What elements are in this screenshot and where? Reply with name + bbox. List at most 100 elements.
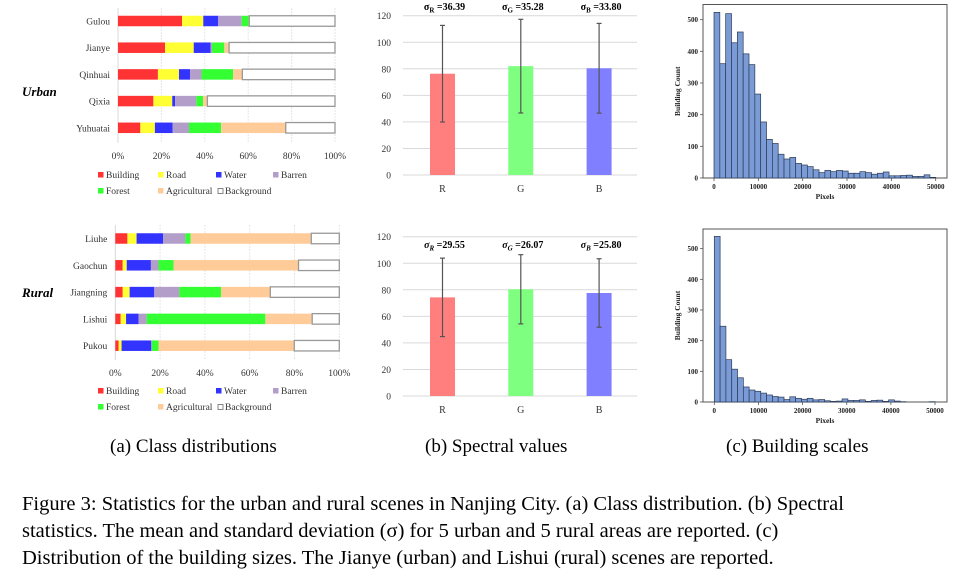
std-label: σG =35.28 xyxy=(502,2,544,15)
histogram-bar xyxy=(900,175,907,179)
histogram-bar xyxy=(853,172,861,179)
std-label: σR =36.39 xyxy=(424,2,465,15)
y-tick-label: 60 xyxy=(382,313,392,323)
legend-label: Barren xyxy=(281,171,307,181)
bar-segment-barren xyxy=(210,42,212,53)
histogram-bar xyxy=(830,171,837,179)
legend-swatch-background xyxy=(217,188,224,194)
histogram-bar xyxy=(830,401,837,403)
legend-swatch-building xyxy=(98,172,104,178)
histogram-bar xyxy=(713,12,721,179)
category-label: Qixia xyxy=(89,98,111,108)
legend-label: Water xyxy=(224,387,247,397)
histogram-bar xyxy=(725,359,733,403)
bar-segment-forest xyxy=(201,69,234,80)
category-label: Liuhe xyxy=(85,235,107,245)
bar-segment-building xyxy=(118,95,154,107)
bar-segment-water xyxy=(126,260,151,271)
histogram-bar xyxy=(760,121,767,179)
legend-label: Background xyxy=(225,187,272,197)
histogram-bar xyxy=(766,139,773,179)
y-tick-label: 500 xyxy=(688,16,699,24)
caption-line: statistics. The mean and standard deviat… xyxy=(22,520,779,542)
x-tick-label: 30000 xyxy=(838,183,856,191)
bar-segment-barren xyxy=(175,95,197,107)
bar-segment-barren xyxy=(163,233,186,244)
y-tick-label: 120 xyxy=(377,233,392,243)
histogram-bar xyxy=(894,175,902,179)
histogram-bar xyxy=(906,174,913,179)
std-label: σG =26.07 xyxy=(502,240,543,253)
bar-segment-background xyxy=(241,68,336,81)
histogram-bar xyxy=(719,63,727,179)
bar-segment-water xyxy=(126,313,139,325)
bar-segment-agricultural xyxy=(221,122,286,134)
histogram-bar xyxy=(789,396,796,403)
histogram-bar xyxy=(859,399,866,403)
x-tick-label: G xyxy=(517,405,524,416)
histogram-bar xyxy=(713,236,721,403)
x-tick-label: B xyxy=(596,405,603,416)
histogram-bar xyxy=(842,170,849,179)
histogram-bar xyxy=(807,166,814,179)
y-tick-label: 100 xyxy=(377,260,392,270)
bar-segment-forest xyxy=(196,95,204,107)
histogram-bar xyxy=(888,175,896,179)
figure-3: Gulou Jianye Qinhuai Qixia Yuhuatai 0% 20% 40% 6… xyxy=(21,2,948,425)
x-tick-label: 40000 xyxy=(882,407,900,415)
bar-segment-barren xyxy=(138,313,147,325)
histogram-bar xyxy=(859,171,867,179)
histogram-bar xyxy=(853,400,860,403)
x-tick-label: 20000 xyxy=(794,183,812,191)
bar-segment-building xyxy=(118,122,141,134)
x-tick-label: 10000 xyxy=(750,407,768,415)
bar-segment-road xyxy=(122,286,130,298)
x-tick-label: 80% xyxy=(286,369,304,379)
bar-segment-forest xyxy=(158,260,174,271)
caption-line: Figure 3: Statistics for the urban and r… xyxy=(22,493,844,515)
histogram-bar xyxy=(736,31,744,179)
histogram-bar xyxy=(894,400,901,403)
legend-label: Building xyxy=(106,387,140,397)
y-tick-label: 80 xyxy=(382,65,392,75)
category-label: Gulou xyxy=(86,18,110,28)
y-tick-label: 80 xyxy=(382,286,392,296)
bar-segment-road xyxy=(165,42,194,53)
y-tick-label: 40 xyxy=(382,339,392,349)
y-tick-label: 0 xyxy=(695,175,699,183)
histogram-bar xyxy=(888,399,895,403)
std-label: σB =33.80 xyxy=(581,2,622,15)
legend-label: Barren xyxy=(281,387,307,397)
y-tick-label: 20 xyxy=(382,366,392,376)
bar-segment-water xyxy=(172,95,176,107)
x-tick-label: 100% xyxy=(328,369,350,379)
row-label-urban: Urban xyxy=(22,84,57,99)
bar-segment-forest xyxy=(185,233,191,244)
histogram-bar xyxy=(847,172,855,179)
histogram-bar xyxy=(801,398,808,403)
x-tick-label: 20000 xyxy=(794,407,812,415)
y-tick-label: 0 xyxy=(386,393,391,403)
histogram-bar xyxy=(882,401,889,403)
histogram-bar xyxy=(731,42,738,179)
bar-segment-building xyxy=(115,313,121,325)
x-tick-label: 40% xyxy=(196,369,214,379)
histogram-bar xyxy=(818,172,826,179)
legend-swatch-water xyxy=(216,172,222,178)
bar-segment-forest xyxy=(146,313,266,325)
x-tick-label: 50000 xyxy=(927,183,945,191)
histogram-bar xyxy=(877,172,884,179)
histogram-bar xyxy=(795,163,802,179)
x-tick-label: B xyxy=(596,184,603,195)
legend-label: Road xyxy=(166,387,186,397)
category-label: Pukou xyxy=(83,342,108,352)
y-tick-label: 500 xyxy=(688,245,699,253)
bar-segment-background xyxy=(269,286,340,299)
bar-segment-building xyxy=(115,233,128,244)
bar-segment-water xyxy=(193,42,211,53)
bar-segment-forest xyxy=(188,122,222,134)
bar-segment-agricultural xyxy=(265,313,313,325)
bar-segment-background xyxy=(206,95,336,107)
x-tick-label: 60% xyxy=(241,369,259,379)
bar-segment-building xyxy=(118,42,166,53)
